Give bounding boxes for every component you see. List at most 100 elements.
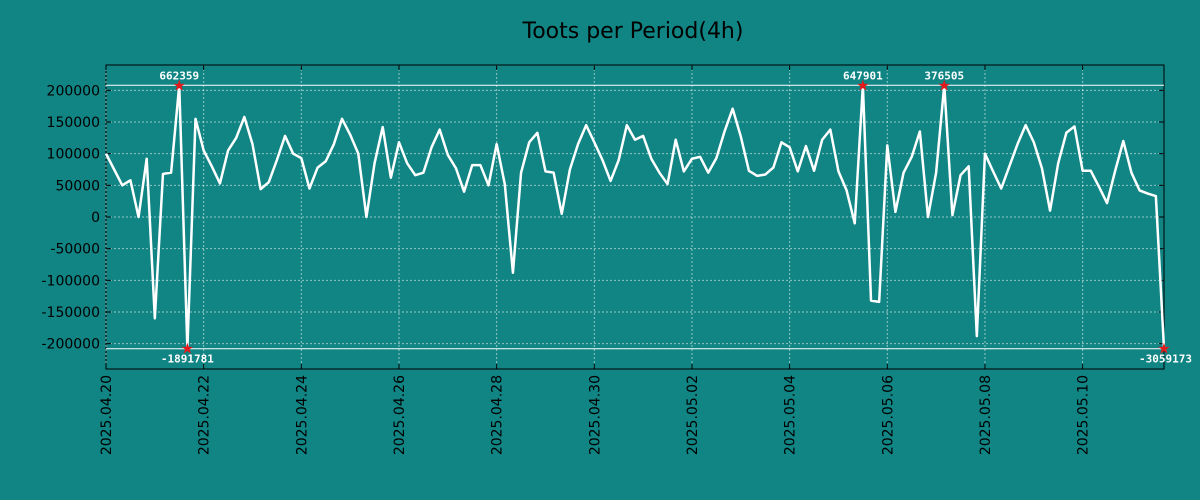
data-point <box>854 222 856 224</box>
data-point <box>406 162 408 164</box>
data-point <box>325 160 327 162</box>
data-point <box>756 175 758 177</box>
data-point <box>1139 189 1141 191</box>
data-point <box>113 169 115 171</box>
data-point <box>1090 170 1092 172</box>
data-point <box>683 170 685 172</box>
data-point <box>878 301 880 303</box>
data-point <box>927 216 929 218</box>
data-point <box>984 153 986 155</box>
data-point <box>561 213 563 215</box>
data-point <box>374 162 376 164</box>
data-point <box>1073 125 1075 127</box>
data-point <box>121 184 123 186</box>
data-point <box>357 153 359 155</box>
data-point <box>1049 210 1051 212</box>
data-point <box>365 216 367 218</box>
data-point <box>960 174 962 176</box>
annotation-label: -1891781 <box>161 353 214 366</box>
data-point <box>658 172 660 174</box>
data-point <box>268 181 270 183</box>
data-point <box>1000 188 1002 190</box>
data-point <box>1122 140 1124 142</box>
data-point <box>1082 170 1084 172</box>
data-point <box>1057 162 1059 164</box>
data-point <box>715 157 717 159</box>
annotation-label: -3059173 <box>1139 353 1192 366</box>
data-point <box>1065 132 1067 134</box>
data-point <box>610 180 612 182</box>
data-point <box>813 170 815 172</box>
data-point <box>903 172 905 174</box>
data-point <box>544 170 546 172</box>
data-point <box>935 172 937 174</box>
data-point <box>512 272 514 274</box>
data-point <box>829 129 831 131</box>
data-point <box>195 118 197 120</box>
data-point <box>797 170 799 172</box>
data-point <box>1033 141 1035 143</box>
data-point <box>911 156 913 158</box>
data-point <box>789 146 791 148</box>
data-point <box>390 177 392 179</box>
data-point <box>821 139 823 141</box>
data-point <box>1041 167 1043 169</box>
data-point <box>626 124 628 126</box>
data-point <box>1025 124 1027 126</box>
data-point <box>154 317 156 319</box>
x-tick-label: 2025.04.22 <box>197 375 213 455</box>
data-point <box>951 214 953 216</box>
data-point <box>593 141 595 143</box>
data-point <box>520 172 522 174</box>
data-point <box>227 150 229 152</box>
x-tick-label: 2025.05.04 <box>783 375 799 455</box>
data-point <box>479 164 481 166</box>
data-point <box>601 159 603 161</box>
data-point <box>837 170 839 172</box>
clip-lines <box>106 84 1164 350</box>
data-point <box>569 169 571 171</box>
data-point <box>129 179 131 181</box>
x-axis: 2025.04.20 2025.04.22 2025.04.24 2025.04.26… <box>99 65 1092 455</box>
data-point <box>1155 195 1157 197</box>
data-point <box>398 141 400 143</box>
y-tick-label: 0 <box>91 210 100 226</box>
chart-title: Toots per Period(4h) <box>522 19 744 44</box>
data-point <box>707 172 709 174</box>
data-point <box>772 167 774 169</box>
y-tick-label: 200000 <box>47 83 100 99</box>
y-tick-label: -50000 <box>50 242 100 258</box>
data-point <box>968 165 970 167</box>
data-point <box>471 164 473 166</box>
data-point <box>349 134 351 136</box>
data-point <box>553 172 555 174</box>
data-point <box>308 188 310 190</box>
data-point <box>276 159 278 161</box>
data-point <box>211 165 213 167</box>
data-point <box>528 141 530 143</box>
x-tick-label: 2025.04.26 <box>392 375 408 455</box>
x-tick-label: 2025.05.02 <box>685 375 701 455</box>
x-tick-label: 2025.04.24 <box>294 375 310 455</box>
data-point <box>170 172 172 174</box>
annotation-label: 662359 <box>159 69 199 82</box>
annotation-label: 647901 <box>843 69 883 82</box>
x-tick-label: 2025.05.06 <box>880 375 896 455</box>
x-tick-label: 2025.04.20 <box>99 375 115 455</box>
x-tick-label: 2025.04.28 <box>490 375 506 455</box>
data-point <box>414 174 416 176</box>
data-point <box>496 143 498 145</box>
data-point <box>634 139 636 141</box>
data-point <box>1017 143 1019 145</box>
data-point <box>1106 202 1108 204</box>
data-point <box>105 153 107 155</box>
y-tick-label: -100000 <box>42 273 101 289</box>
x-tick-label: 2025.04.30 <box>587 375 603 455</box>
data-point <box>146 158 148 160</box>
data-point <box>650 158 652 160</box>
data-point <box>1130 172 1132 174</box>
data-point <box>162 173 164 175</box>
data-point <box>780 141 782 143</box>
annotation-marker: ★ <box>856 76 869 94</box>
